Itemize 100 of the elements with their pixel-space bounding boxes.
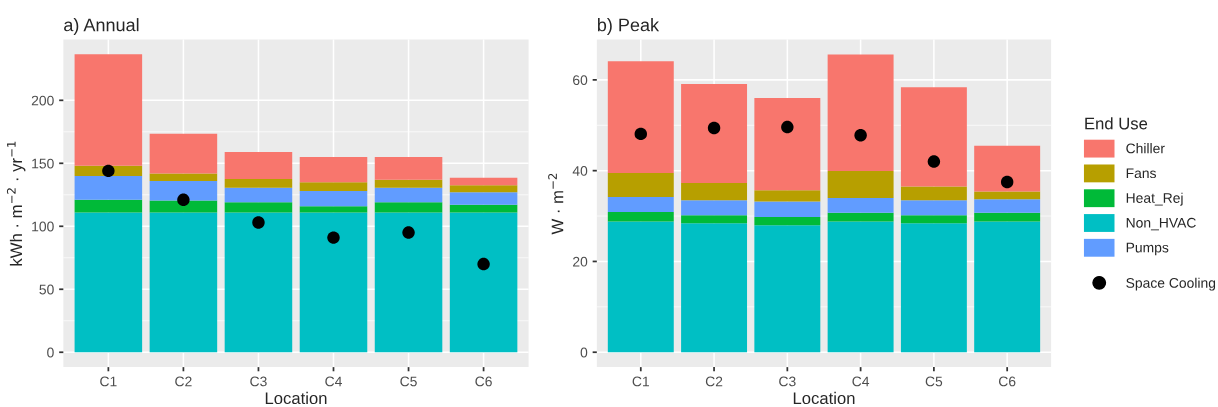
legend-title: End Use [1085, 117, 1148, 130]
bar [827, 171, 894, 198]
y-axis-title: kWh · m$^{−2}$ · yr$^{−1}$ [6, 141, 26, 266]
point [177, 193, 190, 207]
point [252, 216, 265, 229]
point [1000, 175, 1014, 189]
bar [754, 225, 821, 353]
bar [607, 172, 674, 197]
bar [224, 179, 293, 188]
bar [827, 221, 894, 353]
bar [681, 83, 748, 183]
bar [754, 190, 821, 202]
bar [224, 212, 293, 353]
x-tick-label: C1 [100, 376, 117, 387]
bar [74, 199, 143, 213]
bar [149, 212, 218, 353]
bar [900, 186, 967, 201]
bar [449, 192, 518, 205]
y-axis-title: W · m$^{−2}$ [548, 173, 564, 235]
bar [374, 157, 443, 180]
chart-title: a) Annual [64, 18, 139, 35]
x-axis-title: Location [265, 391, 327, 405]
bar [607, 196, 674, 212]
legend-label: Chiller [1126, 143, 1165, 154]
x-tick-label: C5 [400, 376, 417, 387]
x-tick-label: C4 [852, 376, 870, 387]
bar [900, 200, 967, 216]
legend-label: Heat_Rej [1126, 192, 1183, 206]
point [634, 127, 647, 141]
y-tick-label: 20 [573, 256, 588, 267]
bar [224, 187, 293, 203]
bar [974, 199, 1041, 213]
x-tick-label: C2 [705, 376, 723, 387]
legend-label: Non_HVAC [1126, 217, 1196, 231]
bar [607, 221, 674, 353]
bar [681, 182, 748, 201]
point [402, 226, 415, 239]
legend-label: Space Cooling [1126, 277, 1216, 291]
bar [681, 223, 748, 353]
bar [74, 175, 143, 200]
bar [299, 191, 368, 207]
bar [149, 200, 218, 213]
bar [754, 98, 821, 191]
point [102, 164, 115, 178]
bar [607, 211, 674, 222]
point [707, 121, 721, 135]
y-tick-label: 60 [573, 75, 588, 86]
bar [374, 187, 443, 203]
y-tick-label: 0 [580, 347, 588, 358]
x-tick-label: C6 [999, 376, 1016, 387]
bar [681, 200, 748, 216]
bar [299, 206, 368, 213]
bar [449, 204, 518, 213]
bar [900, 87, 967, 187]
point [477, 257, 490, 271]
x-tick-label: C2 [175, 376, 192, 387]
point [927, 155, 941, 168]
bar [374, 212, 443, 353]
bar [449, 177, 518, 186]
bar [149, 133, 218, 174]
bar [827, 54, 894, 172]
chart-title: b) Peak [597, 18, 660, 35]
bar [754, 201, 821, 217]
y-tick-label: 50 [39, 284, 54, 295]
bar [299, 212, 368, 353]
x-tick-label: C3 [779, 376, 796, 387]
x-axis-title: Location [793, 391, 855, 405]
x-tick-label: C6 [475, 376, 492, 387]
legend-label: Fans [1126, 168, 1156, 179]
bar [224, 202, 293, 213]
x-tick-label: C1 [632, 376, 649, 387]
bar [149, 180, 218, 201]
bar [299, 182, 368, 192]
x-tick-label: C4 [325, 376, 342, 387]
bar [974, 212, 1041, 222]
y-tick-label: 100 [32, 221, 54, 232]
bar [74, 212, 143, 353]
y-tick-label: 40 [572, 165, 588, 176]
y-tick-label: 200 [31, 95, 54, 106]
y-tick-label: 0 [47, 347, 54, 358]
x-tick-label: C5 [925, 376, 943, 387]
bar [374, 179, 443, 188]
point [327, 231, 340, 244]
bar [974, 145, 1041, 192]
bar [681, 215, 748, 224]
bar [224, 151, 293, 180]
bar [974, 221, 1041, 353]
bar [299, 157, 368, 183]
bar [74, 54, 143, 166]
x-tick-label: C3 [250, 376, 267, 387]
point [781, 120, 794, 134]
bar [827, 197, 894, 213]
bar [900, 223, 967, 353]
bar [607, 61, 674, 173]
bar [449, 185, 518, 193]
bar [374, 202, 443, 213]
bar [449, 212, 518, 353]
bar [754, 216, 821, 226]
bar [827, 212, 894, 222]
point [854, 129, 867, 142]
